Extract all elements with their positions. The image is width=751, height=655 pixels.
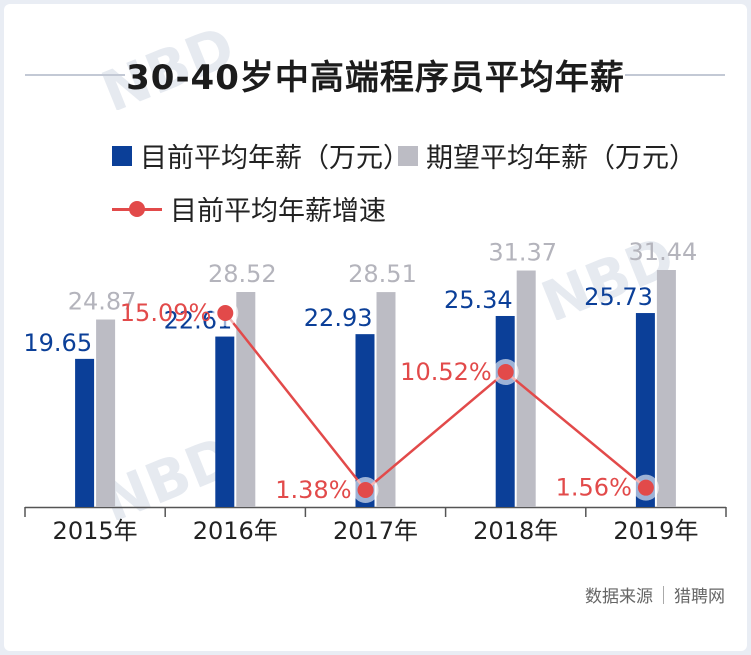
x-tick-label: 2016年 [193, 517, 278, 545]
bar-expected [96, 319, 116, 507]
growth-line-segment [224, 312, 367, 491]
legend-label-growth: 目前平均年薪增速 [170, 196, 386, 227]
chart-title: 30-40岁中高端程序员平均年薪 [126, 58, 625, 98]
legend-label-expected: 期望平均年薪（万元） [426, 143, 696, 174]
source-separator [663, 585, 664, 604]
x-tick-label: 2015年 [53, 517, 138, 545]
bar-current [355, 334, 375, 507]
data-label-growth: 1.38% [275, 476, 351, 504]
legend-swatch-current [112, 145, 132, 166]
growth-point [217, 305, 234, 321]
bar-current [215, 336, 235, 507]
bar-current [495, 315, 515, 507]
x-tick-label: 2018年 [473, 517, 558, 545]
chart-card [4, 4, 747, 651]
data-label-current: 25.73 [584, 283, 653, 311]
source-label: 数据来源 [585, 587, 653, 607]
bar-current [635, 313, 655, 507]
source-note: 数据来源 猎聘网 [585, 582, 725, 607]
legend-item-growth: 目前平均年薪增速 [112, 189, 386, 228]
growth-line-segment [504, 371, 647, 489]
data-label-growth: 10.52% [400, 358, 492, 386]
growth-line-segment [364, 371, 507, 491]
legend-item-current: 目前平均年薪（万元） [112, 136, 410, 175]
bar-expected [376, 292, 396, 507]
growth-point [357, 482, 374, 498]
data-label-growth: 15.09% [120, 299, 212, 327]
data-label-expected: 31.44 [629, 238, 698, 266]
growth-point [497, 364, 514, 380]
legend-label-current: 目前平均年薪（万元） [140, 143, 410, 174]
data-label-expected: 28.52 [208, 260, 277, 288]
data-label-current: 19.65 [23, 329, 92, 357]
growth-point [637, 479, 654, 496]
data-label-current: 25.34 [444, 286, 513, 314]
x-tick-label: 2019年 [613, 517, 698, 545]
title-rule-left [25, 74, 125, 76]
title-rule-right [625, 74, 725, 76]
bar-expected [236, 292, 256, 507]
nbd-watermark-logo: NBD [93, 20, 243, 110]
data-label-current: 22.93 [304, 304, 373, 332]
legend-item-expected: 期望平均年薪（万元） [398, 136, 696, 175]
data-label-growth: 1.56% [556, 474, 632, 502]
data-label-expected: 31.37 [488, 239, 557, 267]
bar-current [75, 358, 95, 507]
legend-swatch-expected [398, 145, 418, 166]
legend-swatch-growth [112, 199, 162, 219]
data-label-expected: 24.87 [68, 288, 137, 316]
bar-expected [656, 270, 676, 507]
source-org: 猎聘网 [674, 587, 725, 607]
x-tick-label: 2017年 [333, 517, 418, 545]
data-label-expected: 28.51 [348, 260, 417, 288]
